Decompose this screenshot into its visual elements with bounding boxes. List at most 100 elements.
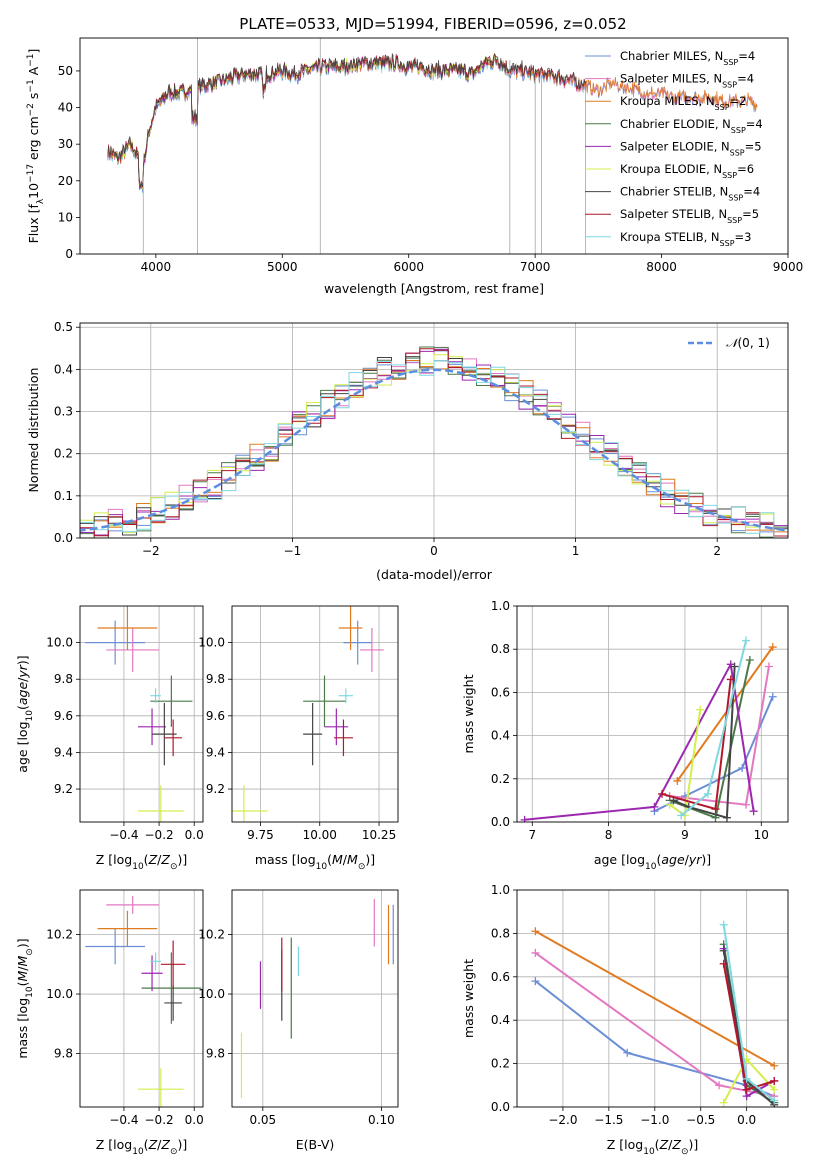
errorbar-point [97,910,158,947]
y-tick-label: 0.3 [54,405,73,419]
spectrum-legend: Chabrier MILES, NSSP=4 Salpeter MILES, NS… [585,49,763,247]
weight-marker [650,802,659,811]
y-tick-label: 0.2 [491,772,510,786]
x-tick-label: 2 [713,544,721,558]
weight-marker [770,1061,779,1070]
weight-marker [770,1085,779,1094]
x-axis-label: Z [log10(Z/Z⊙)] [96,852,188,872]
y-tick-label: 9.6 [54,709,73,723]
plot-area [517,606,788,822]
x-tick-label: 0.05 [249,1113,276,1127]
weight-line [722,924,775,1102]
x-tick-label: 0.0 [185,828,204,842]
x-tick-label: 9000 [773,260,804,274]
axes-weight-vs-age: 7 8 9 10 0.0 0.2 0.4 0.6 0.8 1.0 age [log10(age/yr… [461,599,789,872]
legend-entry: Chabrier MILES, NSSP=4 [620,49,755,67]
weight-marker [726,675,735,684]
weight-marker [770,1096,779,1105]
y-tick-label: 9.2 [206,782,225,796]
gaussian-curve [80,368,788,532]
x-tick-label: −0.4 [109,828,138,842]
weight-marker [719,959,728,968]
x-tick-label: −1 [284,544,302,558]
x-axis-label: wavelength [Angstrom, rest frame] [324,281,544,296]
weight-marker [770,1076,779,1085]
y-tick-label: 20 [58,174,73,188]
weight-marker [722,813,731,822]
weight-marker [711,805,720,814]
x-axis-label: (data-model)/error [376,567,493,582]
x-tick-label: −0.2 [145,1113,174,1127]
axes-mass-vs-Z: −0.4 −0.2 0.0 9.8 10.0 10.2 Z [log10(Z/Z⊙)] mas… [15,889,204,1157]
y-tick-label: 9.8 [206,672,225,686]
y-tick-label: 10.2 [46,928,73,942]
figure-title: PLATE=0533, MJD=51994, FIBERID=0596, z=0… [239,15,626,33]
plot-area [232,890,398,1107]
y-tick-label: 10.0 [198,636,225,650]
y-axis-label: mass weight [461,959,476,1038]
errorbar-point [303,675,346,727]
plot-area [517,890,788,1107]
axes-frame [79,605,204,823]
errorbar-point [303,703,323,766]
axes-frame [79,889,204,1108]
weight-marker [764,662,773,671]
errorbar-point [150,688,161,704]
x-tick-label: −0.4 [109,1113,138,1127]
weight-marker [742,636,751,645]
weight-marker [531,927,540,936]
axes-mass-vs-ebv: 0.05 0.10 9.8 10.0 10.2 E(B-V) [198,889,399,1152]
y-tick-label: 0.5 [54,320,73,334]
y-tick-label: 40 [58,101,73,115]
spectrum-line [107,55,587,194]
y-tick-label: 1.0 [491,599,510,613]
x-tick-label: −0.5 [686,1113,715,1127]
y-tick-label: 10 [58,210,73,224]
x-axis-label: Z [log10(Z/Z⊙)] [607,1137,699,1157]
errorbar-point [137,708,167,746]
weight-marker [742,1074,751,1083]
axes-frame [516,889,789,1108]
x-tick-label: 0.0 [737,1113,756,1127]
y-tick-label: 9.4 [54,745,73,759]
weight-line [676,646,774,782]
y-tick-label: 0.0 [54,531,73,545]
weight-marker [768,643,777,652]
errorbar-point [85,620,146,665]
x-tick-label: 10 [754,828,769,842]
y-tick-label: 0.0 [491,1100,510,1114]
x-tick-label: 6000 [393,260,424,274]
y-tick-label: 0.0 [491,815,510,829]
x-axis-label: E(B-V) [296,1137,335,1152]
x-axis-label: Z [log10(Z/Z⊙)] [96,1137,188,1157]
legend-entry: Kroupa ELODIE, NSSP=6 [620,162,754,180]
x-tick-label: −2.0 [548,1113,577,1127]
weight-marker [768,692,777,701]
errorbar-point [324,708,349,746]
y-tick-label: 0 [65,247,73,261]
y-tick-label: 9.8 [206,1046,225,1060]
legend-entry: Salpeter MILES, NSSP=4 [620,72,754,90]
y-tick-label: 9.4 [206,745,225,759]
axes-frame [516,605,789,823]
axes-frame [79,322,789,539]
y-tick-label: 10.0 [46,987,73,1001]
weight-marker [677,811,686,820]
x-tick-label: 5000 [267,260,298,274]
weight-line [722,963,775,1091]
y-tick-label: 9.6 [206,709,225,723]
y-axis-label: mass [log10(M/M⊙)] [15,938,35,1058]
y-tick-label: 10.0 [46,636,73,650]
errorbar-point [333,719,353,757]
x-axis-label: age [log10(age/yr)] [594,852,711,872]
errorbar-point [232,785,268,822]
weight-marker [749,807,758,816]
legend-entry: Salpeter STELIB, NSSP=5 [620,207,759,225]
x-tick-label: −1.5 [594,1113,623,1127]
weight-marker [623,1048,632,1057]
weight-marker [730,662,739,671]
axes-age-vs-mass: 9.75 10.00 10.25 9.2 9.4 9.6 9.8 10.0 mass [log1… [198,605,399,872]
plot-area [80,890,203,1107]
y-tick-label: 30 [58,137,73,151]
x-tick-label: 10.25 [362,828,396,842]
